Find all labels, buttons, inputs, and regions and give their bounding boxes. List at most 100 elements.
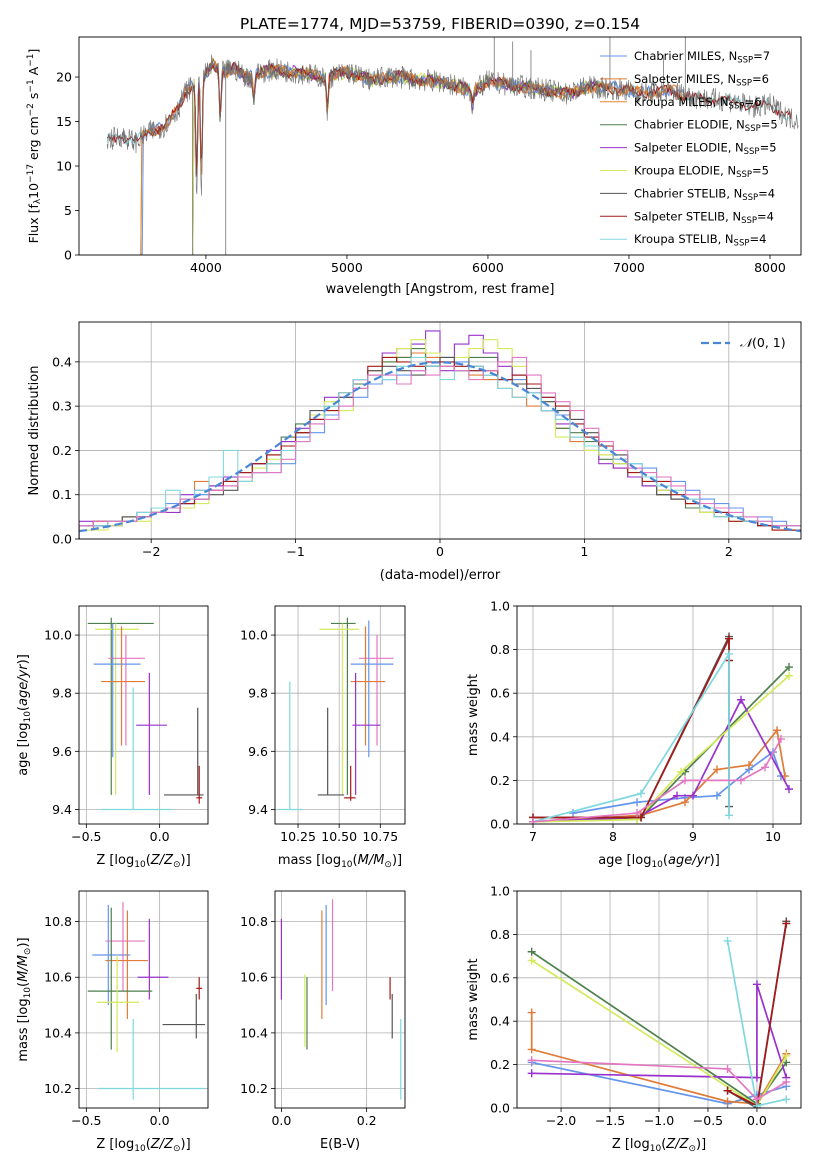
- label-part: Flux [f: [26, 204, 41, 244]
- weight-line: [532, 651, 730, 823]
- weight-marker: [633, 809, 641, 818]
- legend-label: Salpeter ELODIE, NSSP=5: [634, 141, 777, 158]
- label-part: Salpeter STELIB, N: [634, 209, 741, 223]
- label-part: A: [26, 66, 41, 79]
- label-part: Kroupa STELIB, N: [634, 232, 734, 246]
- plot-mass-vs-ebv: 0.0 0.2 10.2 10.4 10.6 10.8 E(B-V): [240, 890, 406, 1152]
- figure-title: PLATE=1774, MJD=53759, FIBERID=0390, z=0…: [240, 15, 640, 33]
- y-axis-label: Flux [fλ10−17 erg cm−2 s−1 A−1]: [26, 49, 43, 244]
- grid-lines: [275, 606, 405, 824]
- weight-marker: [637, 813, 645, 822]
- label-part: M/M: [358, 853, 385, 868]
- label-part: 10: [23, 711, 33, 723]
- x-axis-label: mass [log10(M/M⊙)]: [278, 853, 402, 870]
- label-part: SSP: [745, 124, 761, 134]
- y-tick-label: 10.4: [240, 1025, 268, 1040]
- y-tick-label: 10.8: [44, 914, 72, 929]
- weight-marker: [681, 776, 689, 785]
- plot-area: [529, 632, 793, 824]
- label-part: (: [16, 982, 31, 987]
- plot-area: [87, 902, 206, 1100]
- label-part: (: [353, 853, 358, 868]
- weight-marker: [633, 798, 641, 807]
- label-part: mass [log: [278, 853, 341, 868]
- y-tick-label: 0.6: [490, 970, 510, 985]
- y-tick-label: 0.8: [490, 927, 510, 942]
- weight-marker: [527, 1069, 536, 1078]
- histogram-step: [79, 356, 801, 539]
- weight-marker: [745, 761, 753, 770]
- weight-marker: [782, 1077, 791, 1086]
- label-part: 10: [23, 987, 33, 999]
- x-tick-label: −2.0: [546, 1113, 576, 1128]
- x-tick-label: −0.5: [71, 1113, 101, 1128]
- label-part: age/yr: [668, 853, 711, 868]
- grid-lines: [517, 605, 801, 825]
- axes-border: [78, 321, 802, 540]
- label-part: =4: [757, 209, 774, 223]
- label-part: age [log: [598, 853, 651, 868]
- grid-lines: [79, 891, 208, 1108]
- label-part: ⊙: [384, 860, 392, 870]
- label-part: Chabrier STELIB, N: [634, 186, 742, 200]
- y-tick-label: 10.0: [240, 628, 268, 643]
- plot-area: [527, 917, 791, 1108]
- label-part: 10: [341, 860, 353, 870]
- y-tick-label: 10.2: [44, 1081, 72, 1096]
- label-part: SSP: [729, 101, 745, 111]
- weight-marker: [777, 734, 785, 743]
- weight-marker: [725, 634, 733, 643]
- observed-spectrum: [106, 54, 799, 196]
- label-part: SSP: [742, 193, 758, 203]
- label-part: (: [146, 1137, 151, 1152]
- axes-border: [78, 605, 209, 825]
- weight-marker: [713, 765, 721, 774]
- weight-line: [532, 666, 790, 823]
- label-part: =6: [752, 72, 769, 86]
- label-part: 10: [134, 1144, 146, 1154]
- plot-area: [280, 899, 402, 1100]
- weight-marker: [737, 776, 745, 785]
- y-tick-label: 0.2: [490, 773, 510, 788]
- y-tick-label: 10.4: [44, 1025, 72, 1040]
- label-part: −1: [26, 54, 36, 67]
- weight-marker: [673, 791, 681, 800]
- x-tick-label: 2: [725, 544, 733, 559]
- weight-marker: [529, 817, 537, 824]
- legend-label: Salpeter MILES, NSSP=6: [634, 72, 769, 89]
- y-axis-label: mass weight: [466, 674, 481, 756]
- weight-marker: [723, 936, 732, 945]
- label-part: s: [26, 93, 41, 104]
- y-tick-label: 0.0: [52, 532, 72, 547]
- label-part: ⊙: [173, 860, 181, 870]
- label-part: ⊙: [688, 1144, 696, 1154]
- label-part: (0, 1): [752, 335, 786, 350]
- label-part: )]: [181, 1137, 191, 1152]
- weight-line: [531, 984, 788, 1079]
- y-tick-label: 20: [56, 70, 72, 85]
- y-tick-label: 9.6: [52, 744, 72, 759]
- label-part: )]: [696, 1137, 706, 1152]
- plot-mass-vs-z: −0.5 0.010.210.410.610.8Z [log10(Z/Z⊙)]ma…: [16, 890, 209, 1154]
- weight-line: [531, 1059, 787, 1101]
- weight-marker: [752, 1073, 761, 1082]
- x-tick-label: 0.0: [747, 1113, 767, 1128]
- label-part: =4: [758, 186, 775, 200]
- x-tick-label: −1.5: [595, 1113, 625, 1128]
- label-part: −17: [26, 164, 36, 183]
- y-tick-label: 9.4: [248, 802, 268, 817]
- label-part: SSP: [737, 56, 753, 66]
- label-part: 10: [651, 860, 663, 870]
- axes-border: [516, 890, 802, 1109]
- x-axis-label: E(B-V): [320, 1137, 360, 1152]
- label-part: Z/Z: [150, 853, 174, 868]
- plot-age-vs-z: −0.5 0.09.49.69.810.0Z [log10(Z/Z⊙)]age […: [16, 605, 209, 870]
- x-tick-label: 4000: [190, 260, 222, 275]
- y-tick-label: 10.8: [240, 914, 268, 929]
- weight-marker: [569, 809, 577, 818]
- plot-area: [79, 330, 801, 539]
- weight-marker: [725, 649, 733, 658]
- weight-marker: [752, 980, 761, 989]
- weight-marker: [782, 919, 791, 928]
